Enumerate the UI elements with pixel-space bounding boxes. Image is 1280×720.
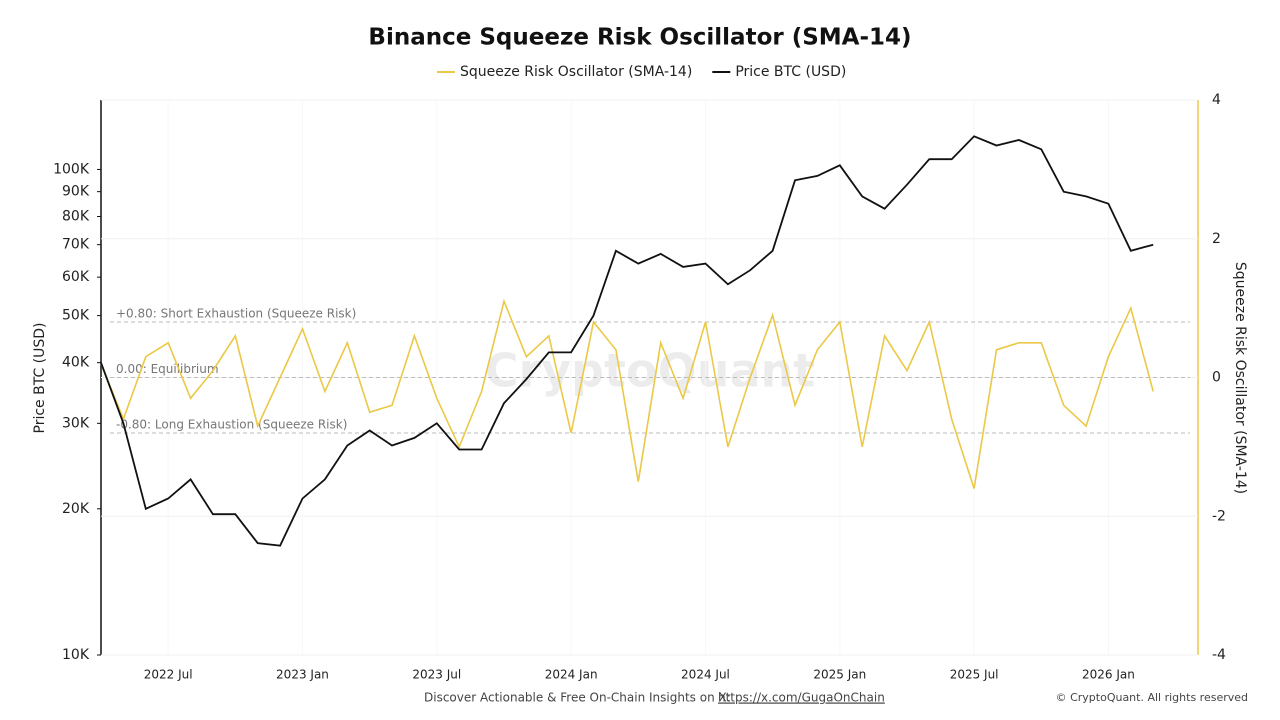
y-axis-label: Price BTC (USD): [32, 322, 48, 433]
x-tick-label: 2025 Jul: [950, 668, 999, 682]
y2-tick-label: -2: [1212, 508, 1226, 524]
y2-tick-label: 0: [1212, 370, 1221, 386]
y-tick-label: 40K: [62, 355, 90, 371]
watermark: CryptoQuant: [485, 344, 816, 398]
y2-tick-label: 2: [1212, 231, 1221, 247]
y-tick-label: 100K: [53, 161, 90, 177]
y-tick-label: 50K: [62, 308, 90, 324]
chart-title: Binance Squeeze Risk Oscillator (SMA-14): [368, 25, 911, 51]
x-tick-label: 2023 Jan: [276, 668, 329, 682]
series-line: [100, 298, 1154, 489]
reference-label: 0.00: Equilibrium: [116, 362, 219, 376]
reference-label: -0.80: Long Exhaustion (Squeeze Risk): [116, 418, 347, 432]
copyright: © CryptoQuant. All rights reserved: [1056, 691, 1248, 704]
legend-label: Price BTC (USD): [735, 64, 846, 80]
y-tick-label: 30K: [62, 415, 90, 431]
y-tick-label: 90K: [62, 184, 90, 200]
y-tick-label: 70K: [62, 237, 90, 253]
footer-text: Discover Actionable & Free On-Chain Insi…: [424, 691, 731, 705]
footer-link[interactable]: https://x.com/GugaOnChain: [718, 691, 885, 705]
series-line: [100, 135, 1154, 547]
y2-axis-label: Squeeze Risk Oscillator (SMA-14): [1232, 262, 1248, 494]
y-tick-label: 60K: [62, 269, 90, 285]
x-tick-label: 2025 Jan: [813, 668, 866, 682]
y-tick-label: 80K: [62, 208, 90, 224]
x-tick-label: 2024 Jan: [545, 668, 598, 682]
x-tick-label: 2022 Jul: [144, 668, 193, 682]
y2-tick-label: 4: [1212, 92, 1221, 108]
reference-label: +0.80: Short Exhaustion (Squeeze Risk): [116, 307, 356, 321]
x-tick-label: 2024 Jul: [681, 668, 730, 682]
legend-label: Squeeze Risk Oscillator (SMA-14): [460, 64, 692, 80]
y-tick-label: 10K: [62, 647, 90, 663]
y-tick-label: 20K: [62, 501, 90, 517]
y2-tick-label: -4: [1212, 647, 1226, 663]
x-tick-label: 2023 Jul: [412, 668, 461, 682]
x-tick-label: 2026 Jan: [1082, 668, 1135, 682]
